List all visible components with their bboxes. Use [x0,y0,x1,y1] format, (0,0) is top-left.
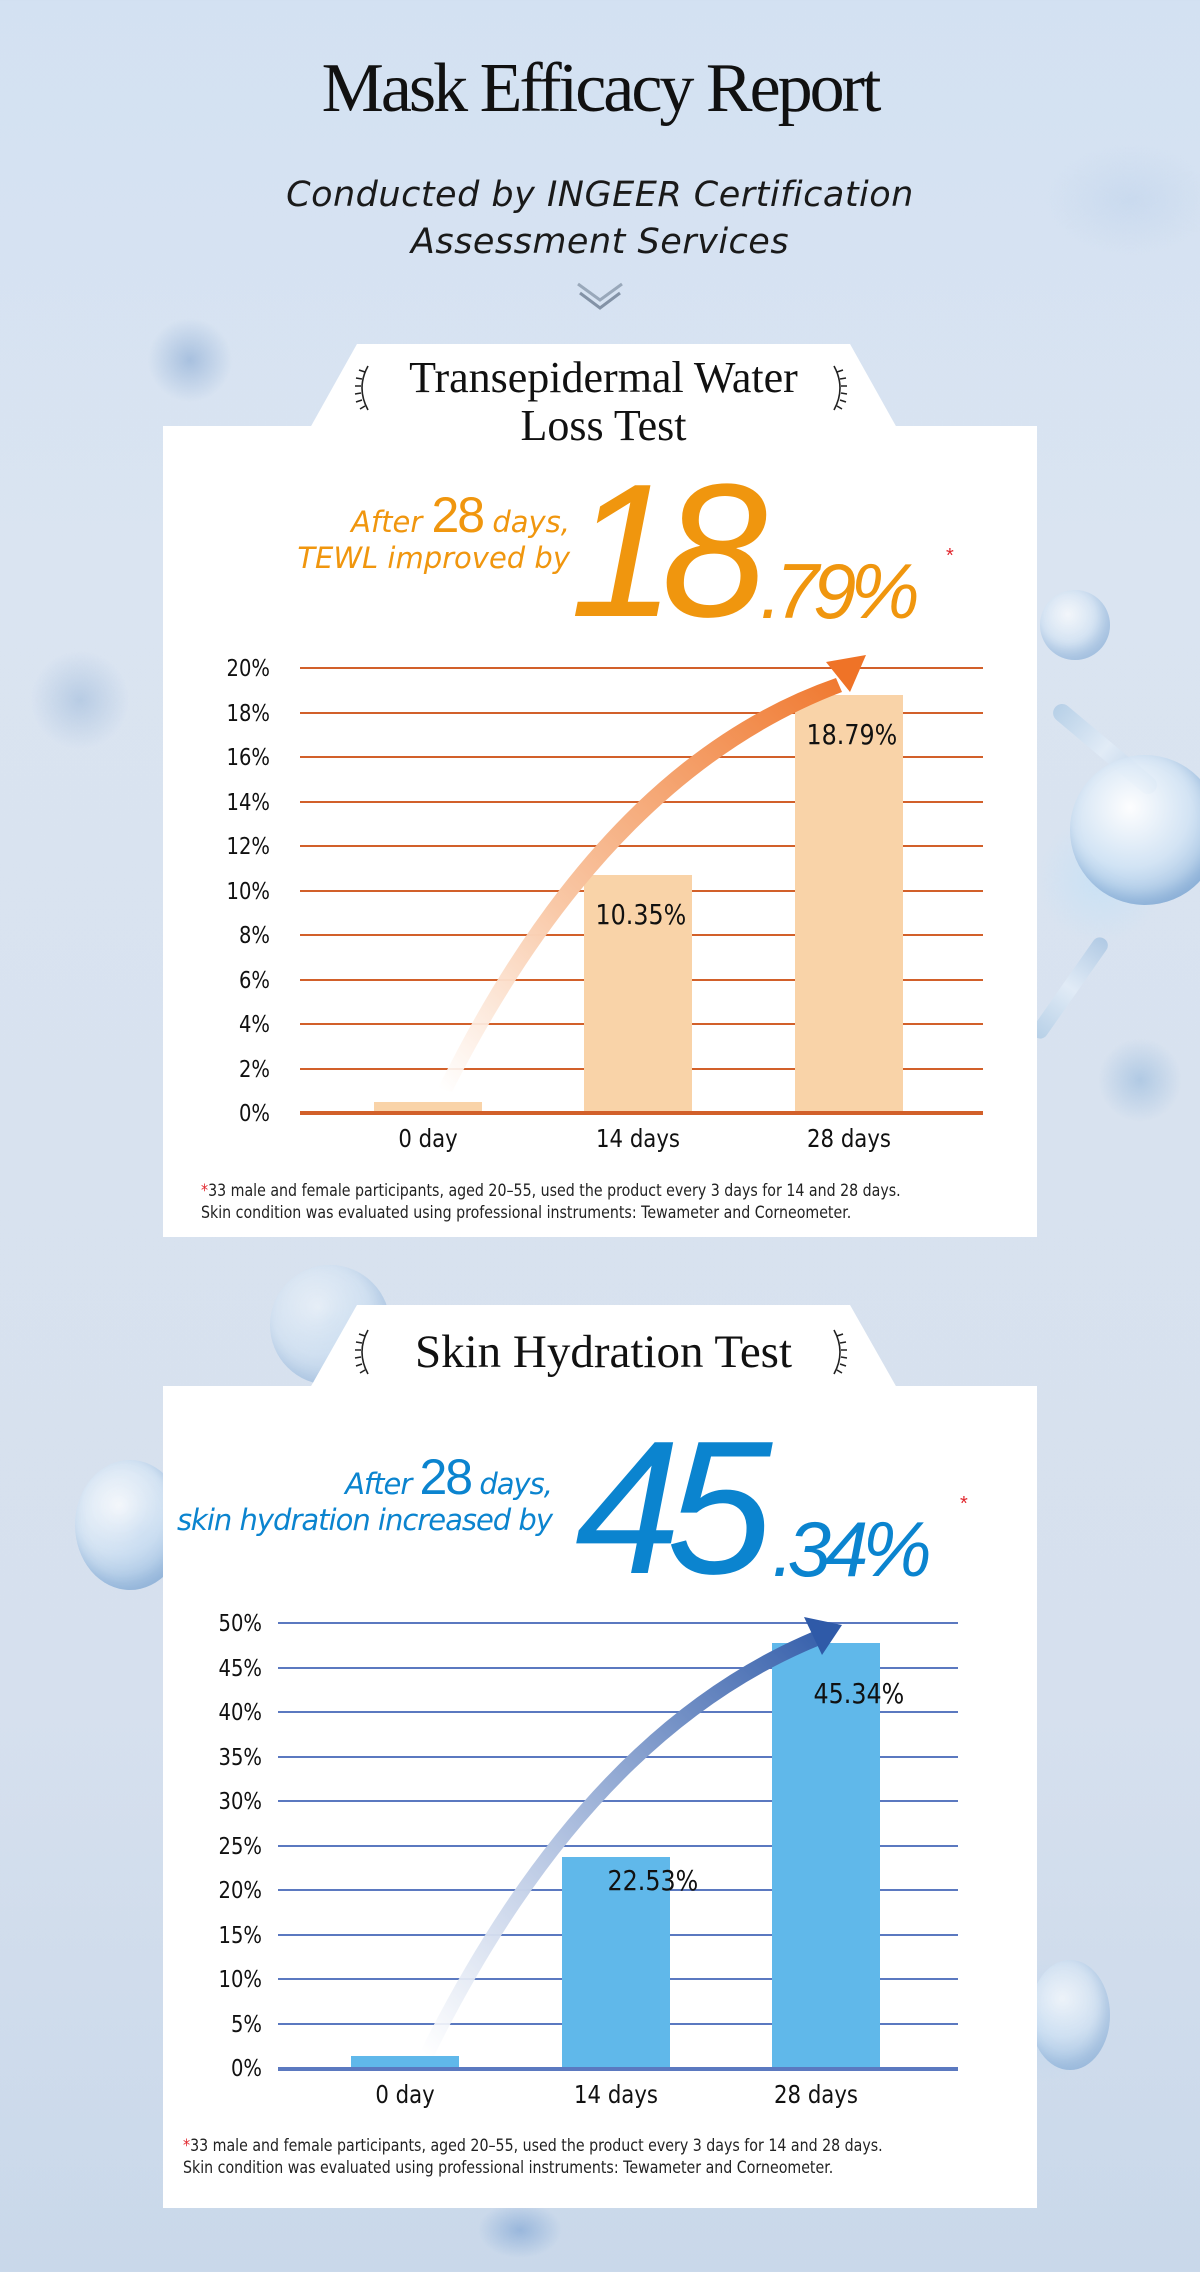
gridline-25 [278,1845,958,1847]
hydration-section-tab [310,1305,897,1388]
gridline-50 [278,1622,958,1624]
tewl-title-line-1: Transepidermal Water [409,353,798,402]
headline-prefix: After [351,505,423,539]
bar-0-day [374,1102,482,1112]
y-tick: 16% [226,745,270,771]
laurel-right-icon [833,1329,848,1375]
laurel-left-icon [354,1329,369,1375]
gridline-16 [300,756,983,758]
tewl-asterisk: * [946,545,954,567]
y-tick: 14% [226,790,270,816]
y-tick: 12% [226,834,270,860]
y-tick: 25% [218,1834,262,1860]
y-tick: 50% [218,1611,262,1637]
footnote-asterisk: * [201,1181,209,1200]
hydration-title: Skin Hydration Test [414,1326,793,1378]
y-tick: 20% [218,1878,262,1904]
gridline-20 [300,667,983,669]
x-tick: 0 day [398,1124,458,1153]
hydration-headline-text: After 28 days, skin hydration increased … [150,1449,553,1537]
y-tick: 4% [238,1012,270,1038]
y-tick: 35% [218,1745,262,1771]
headline-line-2: skin hydration increased by [176,1503,553,1537]
tewl-section-tab [310,344,897,428]
x-axis-line [300,1111,983,1115]
bar-28-days [772,1643,880,2068]
x-axis-line [278,2067,958,2071]
x-tick: 14 days [596,1124,680,1153]
footnote-asterisk: * [183,2136,191,2155]
laurel-left-icon [354,365,369,411]
page-title: Mask Efficacy Report [321,50,882,127]
x-tick: 0 day [375,2080,435,2109]
headline-days: 28 [419,1449,473,1505]
y-tick: 20% [226,656,270,682]
bar-28-days [795,695,903,1112]
hydration-big-value-decimal: .34% [772,1505,932,1593]
y-tick: 0% [230,2056,262,2082]
tewl-big-value-integer: 18 [570,445,767,657]
y-tick: 0% [238,1101,270,1127]
tewl-title-line-2: Loss Test [520,401,687,450]
trend-arrow-icon [438,655,866,1092]
bar-value-label: 18.79% [806,718,898,751]
y-tick: 8% [238,923,270,949]
x-tick: 28 days [807,1124,891,1153]
y-tick: 5% [230,2012,262,2038]
hydration-footnote: *33 male and female participants, aged 2… [183,2135,883,2179]
y-tick: 45% [218,1656,262,1682]
gridline-45 [278,1667,958,1669]
gridline-40 [278,1711,958,1713]
bar-value-label: 22.53% [607,1864,699,1897]
gridline-18 [300,712,983,714]
gridline-12 [300,845,983,847]
subtitle-line-2: Assessment Services [410,222,790,262]
y-tick: 10% [226,879,270,905]
headline-suffix: days, [479,1467,553,1501]
hydration-asterisk: * [960,1493,968,1515]
bar-0-day [351,2056,459,2068]
laurel-right-icon [833,365,848,411]
double-chevron-down-icon [577,282,623,310]
footnote-line-2: Skin condition was evaluated using profe… [201,1203,852,1222]
y-tick: 10% [218,1967,262,1993]
bar-value-label: 10.35% [595,898,687,931]
bar-14-days [584,875,692,1112]
subtitle-line-1: Conducted by INGEER Certification [286,175,914,215]
headline-line-2: TEWL improved by [297,541,570,575]
hydration-big-value-integer: 45 [575,1402,772,1614]
y-tick: 18% [226,701,270,727]
bar-value-label: 45.34% [813,1677,905,1710]
headline-prefix: After [345,1467,412,1501]
y-tick: 6% [238,968,270,994]
tewl-footnote: *33 male and female participants, aged 2… [201,1180,901,1224]
tewl-title: Transepidermal Water Loss Test [310,354,897,450]
y-tick: 40% [218,1700,262,1726]
y-tick: 15% [218,1923,262,1949]
footnote-line-2: Skin condition was evaluated using profe… [183,2158,834,2177]
y-tick: 30% [218,1789,262,1815]
headline-days: 28 [431,487,485,543]
page-subtitle: Conducted by INGEER Certification Assess… [0,172,1200,266]
tewl-headline-text: After 28 days, TEWL improved by [250,488,570,575]
headline-suffix: days, [492,505,570,539]
footnote-line-1: 33 male and female participants, aged 20… [208,1181,901,1200]
bar-14-days [562,1857,670,2068]
gridline-35 [278,1756,958,1758]
tewl-big-value-decimal: .79% [760,547,920,635]
x-tick: 28 days [774,2080,858,2109]
footnote-line-1: 33 male and female participants, aged 20… [190,2136,883,2155]
y-tick: 2% [238,1057,270,1083]
x-tick: 14 days [574,2080,658,2109]
gridline-30 [278,1800,958,1802]
